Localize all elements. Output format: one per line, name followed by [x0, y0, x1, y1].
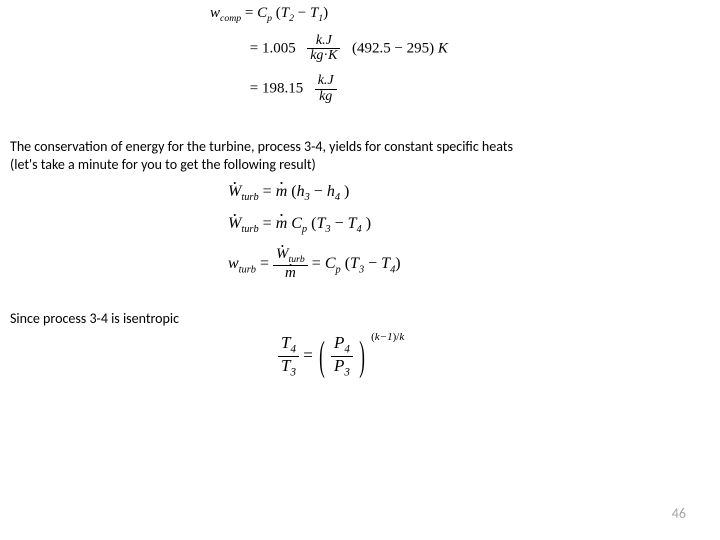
- sub-Cp2: p: [302, 224, 307, 235]
- eq-sign5: =: [263, 215, 276, 232]
- para-conservation: The conservation of energy for the turbi…: [10, 138, 710, 173]
- sub-Cp3: p: [336, 265, 341, 276]
- sub-turb3: turb: [239, 265, 256, 276]
- var-w: w: [210, 5, 220, 21]
- trailing-K: K: [438, 40, 448, 56]
- minus: −: [298, 5, 310, 21]
- sub-turb2: turb: [241, 224, 258, 235]
- var-T3b: T: [350, 255, 359, 272]
- para2-text: Since process 3-4 is isentropic: [10, 310, 179, 327]
- var-Cp: C: [257, 5, 267, 21]
- sub-h3: 3: [305, 192, 310, 203]
- sub-comp: comp: [220, 13, 241, 24]
- eq-block-isentropic: T4 T3 = ( P4 P3 ) (k−1)/k: [278, 334, 404, 379]
- rparen: ): [323, 5, 328, 21]
- big-lparen: (: [319, 336, 325, 377]
- var-Wdot2: W: [228, 216, 241, 232]
- paren-expr: (492.5 − 295): [352, 40, 434, 56]
- var-w-small: w: [228, 255, 239, 272]
- var-mdot2: m: [276, 216, 288, 232]
- eq2-line2: Wturb = m Cp (T3 − T4 ): [228, 216, 401, 236]
- eq-sign: =: [245, 5, 257, 21]
- para1-line1: The conservation of energy for the turbi…: [10, 138, 710, 156]
- sub-T3b: 3: [359, 265, 364, 276]
- frac-P4P3: P4 P3: [331, 334, 353, 379]
- var-T4: T: [348, 215, 357, 232]
- eq1-line2: = 1.005 k.J kg·K (492.5 − 295) K: [210, 34, 448, 64]
- var-T2: T: [281, 5, 289, 21]
- exponent: (k−1)/k: [371, 331, 404, 343]
- sub-T3: 3: [325, 224, 330, 235]
- eq1-line1: wcomp = Cp (T2 − T1): [210, 6, 448, 24]
- eq-sign4: =: [263, 183, 276, 200]
- para1-line2: (let's take a minute for you to get the …: [10, 156, 710, 174]
- eq1-line3: = 198.15 k.J kg: [210, 74, 448, 104]
- val-198: 198.15: [262, 81, 303, 97]
- var-T4b: T: [381, 255, 390, 272]
- var-Cp2: C: [291, 215, 302, 232]
- unit-frac-1: k.J kg·K: [307, 34, 340, 64]
- eq2-line1: Wturb = m (h3 − h4 ): [228, 184, 401, 204]
- eq-sign6: =: [260, 255, 273, 272]
- frac-Wm: Wturb m: [273, 247, 308, 282]
- eq-sign8: =: [303, 345, 317, 364]
- var-Cp3: C: [325, 255, 336, 272]
- big-rparen: ): [359, 336, 365, 377]
- eq-sign7: =: [312, 255, 325, 272]
- var-h4: h: [327, 183, 335, 200]
- eq-sign3: =: [250, 81, 262, 97]
- sub-turb1: turb: [241, 192, 258, 203]
- eq-block-wturb: Wturb = m (h3 − h4 ) Wturb = m Cp (T3 − …: [228, 184, 401, 282]
- eq2-line3: wturb = Wturb m = Cp (T3 − T4): [228, 247, 401, 282]
- val-1005: 1.005: [262, 40, 296, 56]
- frac-T4T3: T4 T3: [278, 334, 299, 379]
- sub-2: 2: [289, 13, 294, 24]
- eq-sign2: =: [250, 40, 262, 56]
- unit-frac-2: k.J kg: [315, 74, 337, 104]
- page-number: 46: [672, 505, 686, 522]
- eq3-row: T4 T3 = ( P4 P3 ) (k−1)/k: [278, 334, 404, 379]
- eq-block-wcomp: wcomp = Cp (T2 − T1) = 1.005 k.J kg·K (4…: [210, 6, 448, 105]
- sub-p: p: [267, 13, 272, 24]
- var-h3: h: [297, 183, 305, 200]
- var-mdot: m: [276, 184, 288, 200]
- para-isentropic: Since process 3-4 is isentropic: [10, 310, 179, 328]
- var-Wdot: W: [228, 184, 241, 200]
